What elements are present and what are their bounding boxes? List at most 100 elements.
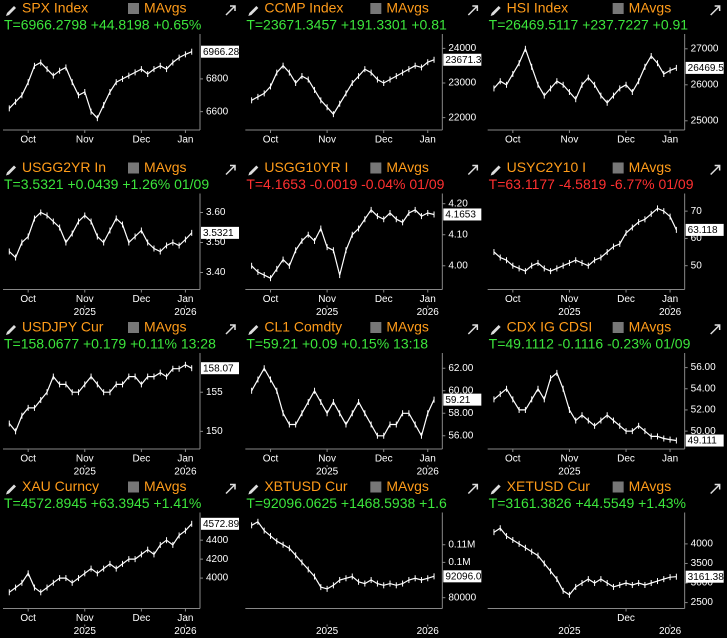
y-tick-label: 26000	[691, 79, 719, 90]
y-tick-label: 50.00	[691, 426, 716, 437]
x-tick-label: Nov	[561, 294, 579, 305]
y-tick-label: 3.50	[206, 237, 226, 248]
y-tick-label: 3.60	[206, 207, 226, 218]
edit-icon[interactable]	[490, 484, 501, 495]
panel-title: CL1 Comdty	[264, 319, 342, 335]
x-tick-label: Dec	[617, 613, 635, 624]
y-tick-label: 3000	[691, 578, 714, 589]
edit-icon[interactable]	[248, 484, 259, 495]
x-tick-label: Jan	[420, 294, 436, 305]
expand-icon[interactable]	[225, 164, 236, 176]
edit-icon[interactable]	[6, 6, 16, 16]
expand-icon[interactable]	[467, 5, 479, 16]
last-price-label: 23671.35	[445, 55, 487, 66]
year-label: 2026	[174, 626, 197, 637]
expand-icon[interactable]	[710, 5, 721, 16]
expand-icon[interactable]	[710, 164, 721, 176]
x-tick-label: Oct	[505, 294, 521, 305]
last-price-label: 49.111	[688, 436, 718, 447]
edit-icon[interactable]	[490, 165, 501, 176]
x-tick-label: Jan	[420, 454, 436, 465]
x-tick-label: Dec	[617, 454, 635, 465]
mavg-toggle[interactable]	[370, 3, 382, 14]
x-tick-label: Oct	[263, 294, 279, 305]
x-tick-label: Dec	[375, 454, 393, 465]
y-tick-label: 3.40	[206, 267, 226, 278]
expand-icon[interactable]	[710, 483, 721, 495]
mavg-toggle[interactable]	[612, 162, 624, 174]
mavg-toggle[interactable]	[612, 3, 624, 14]
year-label: 2026	[417, 626, 440, 637]
edit-icon[interactable]	[490, 325, 501, 335]
edit-icon[interactable]	[490, 6, 501, 16]
x-tick-label: Jan	[177, 454, 193, 465]
last-price-box	[201, 45, 239, 58]
quote-line: T=92096.0625 +1468.5938 +1.6	[246, 495, 447, 511]
expand-icon[interactable]	[710, 324, 721, 335]
mavg-toggle[interactable]	[370, 162, 382, 174]
y-tick-label: 4400	[206, 535, 229, 546]
mavg-label: MAvgs	[144, 159, 187, 175]
last-price-box	[443, 208, 482, 221]
edit-icon[interactable]	[248, 325, 259, 335]
panel-title: USGG2YR In	[22, 159, 106, 175]
x-tick-label: Nov	[76, 613, 94, 624]
x-tick-label: Jan	[177, 613, 193, 624]
x-tick-label: Oct	[505, 135, 521, 146]
year-label: 2025	[74, 307, 97, 318]
x-tick-label: Oct	[20, 454, 36, 465]
panel-title: XETUSD Cur	[507, 478, 591, 494]
x-tick-label: Dec	[132, 294, 150, 305]
x-tick-label: Jan	[662, 294, 678, 305]
panel-title: HSI Index	[507, 0, 568, 16]
expand-icon[interactable]	[467, 324, 479, 335]
mavg-toggle[interactable]	[370, 481, 382, 493]
y-tick-label: 27000	[691, 43, 719, 54]
mavg-label: MAvgs	[144, 478, 187, 494]
edit-icon[interactable]	[248, 6, 259, 16]
last-price-label: 92096.06	[445, 571, 487, 582]
last-price-box	[201, 517, 239, 530]
mavg-label: MAvgs	[386, 159, 429, 175]
quote-line: T=26469.5117 +237.7227 +0.91	[489, 17, 689, 33]
mavg-toggle[interactable]	[612, 481, 624, 493]
mavg-toggle[interactable]	[128, 3, 139, 14]
x-tick-label: Jan	[662, 454, 678, 465]
edit-icon[interactable]	[6, 165, 16, 176]
expand-icon[interactable]	[225, 5, 236, 16]
quote-line: T=23671.3457 +191.3301 +0.81	[246, 17, 447, 33]
y-tick-label: 0.1M	[448, 557, 470, 568]
mavg-toggle[interactable]	[128, 481, 139, 493]
y-tick-label: 0.11M	[448, 539, 475, 550]
year-label: 2026	[659, 626, 682, 637]
edit-icon[interactable]	[248, 165, 259, 176]
mavg-label: MAvgs	[629, 478, 672, 494]
x-tick-label: Dec	[617, 135, 635, 146]
edit-icon[interactable]	[6, 325, 16, 335]
x-tick-label: Oct	[20, 135, 36, 146]
last-price-label: 3.5321	[203, 228, 234, 239]
expand-icon[interactable]	[225, 483, 236, 495]
mavg-toggle[interactable]	[370, 322, 382, 333]
mavg-toggle[interactable]	[612, 322, 624, 333]
y-tick-label: 52.00	[691, 405, 716, 416]
x-tick-label: Nov	[561, 135, 579, 146]
price-line	[251, 521, 435, 590]
mavg-toggle[interactable]	[128, 162, 139, 174]
quote-line: T=4572.8945 +63.3945 +1.41%	[4, 495, 201, 511]
edit-icon[interactable]	[6, 484, 16, 495]
price-line	[8, 51, 192, 120]
mavg-toggle[interactable]	[128, 322, 139, 333]
expand-icon[interactable]	[467, 164, 479, 176]
expand-icon[interactable]	[467, 483, 479, 495]
last-price-label: 4572.89	[203, 519, 240, 530]
price-line	[251, 208, 435, 279]
expand-icon[interactable]	[225, 324, 236, 335]
last-price-label: 26469.51	[688, 63, 727, 74]
